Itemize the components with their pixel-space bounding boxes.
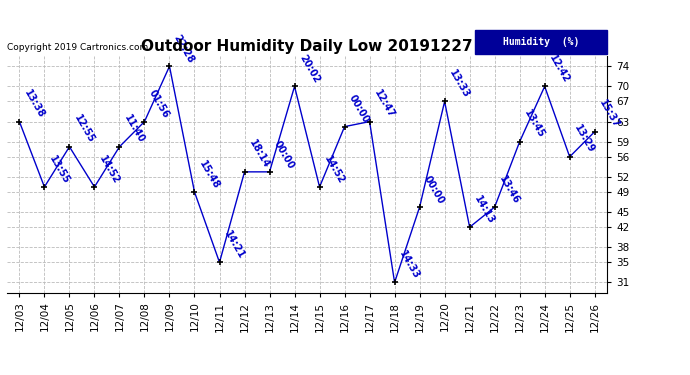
- Title: Outdoor Humidity Daily Low 20191227: Outdoor Humidity Daily Low 20191227: [141, 39, 473, 54]
- Text: 22:28: 22:28: [172, 33, 196, 65]
- Text: 14:33: 14:33: [397, 249, 422, 281]
- Text: 01:56: 01:56: [147, 88, 171, 120]
- Text: 15:48: 15:48: [197, 159, 221, 190]
- Text: Copyright 2019 Cartronics.com: Copyright 2019 Cartronics.com: [7, 42, 148, 51]
- Text: 12:42: 12:42: [547, 53, 571, 85]
- Text: 13:55: 13:55: [47, 154, 71, 185]
- Text: 13:38: 13:38: [22, 88, 46, 120]
- Text: 12:47: 12:47: [372, 88, 396, 120]
- Text: 13:33: 13:33: [447, 68, 471, 100]
- Text: 00:00: 00:00: [422, 174, 446, 206]
- Text: 14:21: 14:21: [222, 229, 246, 261]
- Text: 12:55: 12:55: [72, 113, 96, 145]
- Text: 13:45: 13:45: [522, 108, 546, 140]
- Text: 11:40: 11:40: [122, 113, 146, 145]
- Text: Humidity  (%): Humidity (%): [503, 37, 580, 47]
- Text: 15:37: 15:37: [598, 98, 622, 130]
- Bar: [475, 30, 607, 54]
- Text: 14:52: 14:52: [97, 154, 121, 185]
- Text: 13:46: 13:46: [497, 174, 522, 206]
- Text: 14:52: 14:52: [322, 154, 346, 185]
- Text: 20:02: 20:02: [297, 53, 322, 85]
- Text: 00:00: 00:00: [347, 93, 371, 125]
- Text: 00:00: 00:00: [272, 138, 296, 170]
- Text: 13:29: 13:29: [572, 123, 596, 155]
- Text: 14:13: 14:13: [472, 194, 496, 226]
- Text: 18:14: 18:14: [247, 138, 271, 170]
